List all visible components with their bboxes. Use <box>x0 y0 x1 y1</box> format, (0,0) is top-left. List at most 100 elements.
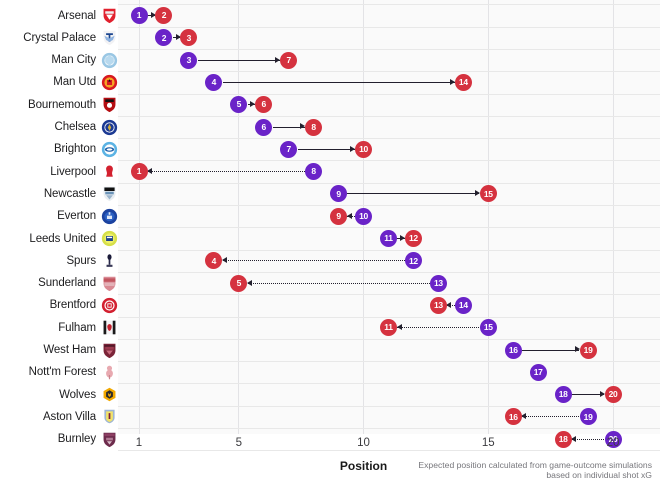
team-row-burnley[interactable]: Burnley <box>0 428 118 450</box>
expected-position-marker[interactable]: 12 <box>404 252 422 270</box>
chart-footnote: Expected position calculated from game-o… <box>418 460 652 481</box>
row-separator <box>118 250 660 251</box>
team-name-label: Chelsea <box>54 121 97 133</box>
actual-position-marker[interactable]: 5 <box>230 274 248 292</box>
team-row-crystal-palace[interactable]: Crystal Palace <box>0 27 118 49</box>
row-separator <box>118 227 660 228</box>
actual-position-marker[interactable]: 16 <box>504 408 522 426</box>
actual-position-marker[interactable]: 4 <box>205 252 223 270</box>
team-row-west-ham[interactable]: West Ham <box>0 339 118 361</box>
actual-position-marker[interactable]: 8 <box>305 118 323 136</box>
actual-position-marker[interactable]: 2 <box>155 7 173 24</box>
expected-position-marker[interactable]: 3 <box>180 51 198 69</box>
gridline <box>138 0 140 434</box>
team-row-aston-villa[interactable]: Aston Villa <box>0 406 118 428</box>
team-name-label: Fulham <box>58 321 96 334</box>
west-ham-crest <box>101 342 118 359</box>
actual-position-marker[interactable]: 15 <box>479 185 497 203</box>
row-separator <box>118 138 660 139</box>
row-separator <box>118 160 660 161</box>
expected-position-marker[interactable]: 5 <box>230 96 248 114</box>
newcastle-crest <box>101 185 118 202</box>
actual-position-marker[interactable]: 11 <box>380 319 397 337</box>
man-city-crest <box>101 52 118 69</box>
expected-position-marker[interactable]: 8 <box>305 163 323 181</box>
team-row-brentford[interactable]: Brentford <box>0 294 118 316</box>
arrowhead-right <box>474 190 480 197</box>
chelsea-crest <box>101 119 118 136</box>
expected-position-marker[interactable]: 1 <box>130 7 148 24</box>
team-row-man-city[interactable]: Man City <box>0 49 118 71</box>
leeds-united-crest <box>101 230 118 247</box>
team-row-nott-m-forest[interactable]: Nott'm Forest <box>0 361 118 383</box>
team-name-label: Burnley <box>57 433 96 446</box>
expected-position-marker[interactable]: 6 <box>255 118 273 136</box>
row-separator <box>118 49 660 50</box>
fulham-crest <box>101 319 118 336</box>
actual-position-marker[interactable]: 12 <box>404 230 422 247</box>
x-axis-tick-5: 5 <box>235 437 242 449</box>
arrowhead-right <box>150 11 156 18</box>
liverpool-crest <box>101 163 118 180</box>
row-separator <box>118 361 660 362</box>
actual-position-marker[interactable]: 19 <box>579 341 597 359</box>
team-row-newcastle[interactable]: Newcastle <box>0 183 118 205</box>
expected-position-marker[interactable]: 7 <box>280 140 298 158</box>
arrowhead-left <box>571 435 577 442</box>
gridline <box>612 0 614 434</box>
team-row-fulham[interactable]: Fulham <box>0 317 118 339</box>
team-row-man-utd[interactable]: Man Utd <box>0 71 118 93</box>
team-row-spurs[interactable]: Spurs <box>0 250 118 272</box>
actual-position-marker[interactable]: 10 <box>355 140 373 158</box>
expected-position-marker[interactable]: 4 <box>205 73 223 91</box>
actual-position-marker[interactable]: 18 <box>554 430 572 448</box>
expected-position-marker[interactable]: 19 <box>579 408 597 426</box>
expected-position-marker[interactable]: 20 <box>604 430 622 448</box>
team-row-bournemouth[interactable]: Bournemouth <box>0 94 118 116</box>
team-row-chelsea[interactable]: Chelsea <box>0 116 118 138</box>
arrowhead-right <box>449 78 455 85</box>
actual-position-marker[interactable]: 14 <box>454 73 472 91</box>
actual-position-marker[interactable]: 13 <box>429 296 447 314</box>
actual-position-marker[interactable]: 9 <box>330 207 348 225</box>
expected-position-marker[interactable]: 10 <box>355 207 373 225</box>
actual-position-marker[interactable]: 1 <box>130 163 148 181</box>
team-row-arsenal[interactable]: Arsenal <box>0 5 118 27</box>
actual-position-marker[interactable]: 3 <box>180 29 198 47</box>
team-row-leeds-united[interactable]: Leeds United <box>0 228 118 250</box>
team-name-label: Spurs <box>66 254 96 267</box>
expected-position-marker[interactable]: 9 <box>330 185 348 203</box>
team-row-brighton[interactable]: Brighton <box>0 138 118 160</box>
row-separator <box>118 339 660 340</box>
x-axis-tick-20: 20 <box>606 437 620 449</box>
row-separator <box>118 428 660 429</box>
team-name-label: Wolves <box>59 388 96 401</box>
expected-position-marker[interactable]: 2 <box>155 29 173 47</box>
expected-position-marker[interactable]: 13 <box>429 274 447 292</box>
team-row-wolves[interactable]: Wolves <box>0 384 118 406</box>
expected-position-marker[interactable]: 15 <box>479 319 497 337</box>
team-row-everton[interactable]: Everton <box>0 205 118 227</box>
actual-position-marker[interactable]: 6 <box>255 96 273 114</box>
arrowhead-left <box>346 212 352 219</box>
nottm-forest-crest <box>101 364 118 381</box>
team-row-liverpool[interactable]: Liverpool <box>0 161 118 183</box>
gridline <box>238 0 240 434</box>
arrowhead-left <box>446 301 452 308</box>
expected-position-marker[interactable]: 11 <box>380 230 397 247</box>
sunderland-crest <box>101 275 118 292</box>
team-row-sunderland[interactable]: Sunderland <box>0 272 118 294</box>
expected-position-marker[interactable]: 18 <box>554 386 572 404</box>
gridline <box>487 0 489 434</box>
arrowhead-right <box>275 56 281 63</box>
x-axis-tick-10: 10 <box>357 437 370 449</box>
arrowhead-right <box>574 346 580 353</box>
actual-position-marker[interactable]: 7 <box>280 51 298 69</box>
expected-position-marker[interactable]: 14 <box>454 296 472 314</box>
expected-position-marker[interactable]: 16 <box>504 341 522 359</box>
row-separator <box>118 4 660 5</box>
row-separator <box>118 71 660 72</box>
actual-position-marker[interactable]: 20 <box>604 386 622 404</box>
team-name-label: Man City <box>51 54 96 67</box>
expected-position-marker[interactable]: 17 <box>529 363 547 381</box>
